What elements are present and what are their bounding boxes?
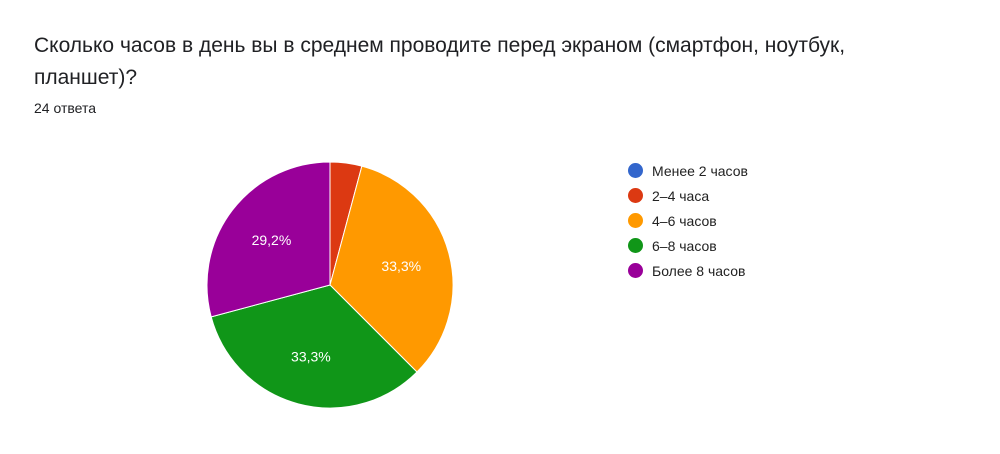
response-count: 24 ответа xyxy=(34,100,96,116)
slice-percent-label: 29,2% xyxy=(252,232,292,248)
legend-swatch xyxy=(628,163,643,178)
slice-percent-label: 33,3% xyxy=(381,258,421,274)
legend-item: Более 8 часов xyxy=(628,258,748,283)
slice-percent-label: 33,3% xyxy=(291,348,331,364)
legend-swatch xyxy=(628,238,643,253)
pie-slice xyxy=(206,161,331,318)
legend-swatch xyxy=(628,263,643,278)
pie-slice xyxy=(329,165,454,373)
question-title: Сколько часов в день вы в среднем провод… xyxy=(34,34,846,89)
legend-item: 2–4 часа xyxy=(628,183,748,208)
chart-legend: Менее 2 часов 2–4 часа 4–6 часов 6–8 час… xyxy=(628,158,748,283)
pie-chart: 33,3% 33,3% 29,2% xyxy=(206,161,454,409)
legend-label: 4–6 часов xyxy=(652,212,717,229)
legend-label: Более 8 часов xyxy=(652,262,746,279)
legend-label: 2–4 часа xyxy=(652,187,710,204)
legend-item: 6–8 часов xyxy=(628,233,748,258)
legend-label: Менее 2 часов xyxy=(652,162,748,179)
legend-item: Менее 2 часов xyxy=(628,158,748,183)
pie-slice xyxy=(210,284,418,409)
legend-swatch xyxy=(628,213,643,228)
legend-label: 6–8 часов xyxy=(652,237,717,254)
legend-item: 4–6 часов xyxy=(628,208,748,233)
legend-swatch xyxy=(628,188,643,203)
